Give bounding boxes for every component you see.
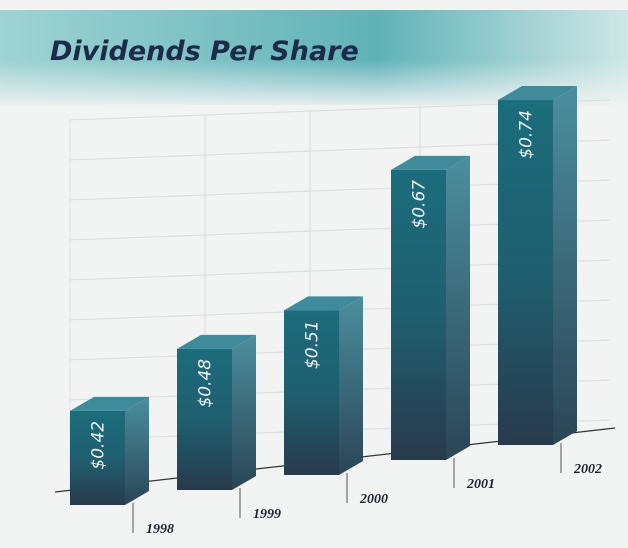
bar — [498, 100, 553, 445]
bar — [284, 310, 339, 475]
bar-side — [232, 334, 256, 490]
bar-side — [339, 296, 363, 475]
x-tick-label: 2001 — [466, 477, 495, 492]
x-tick-label: 1999 — [253, 507, 281, 522]
bar-top — [391, 155, 470, 170]
bar-side — [125, 396, 149, 505]
bar-side — [446, 155, 470, 461]
x-tick-label: 2000 — [359, 492, 388, 507]
value-label: $0.74 — [517, 110, 537, 159]
bar — [177, 348, 232, 490]
bar — [70, 410, 125, 505]
bar-top — [70, 396, 149, 411]
bar-side — [553, 86, 577, 445]
chart-title: Dividends Per Share — [50, 36, 359, 67]
bar-top — [177, 334, 256, 349]
x-tick-label: 1998 — [146, 522, 174, 537]
value-label: $0.67 — [410, 180, 430, 229]
bar-top — [284, 296, 363, 311]
value-label: $0.51 — [303, 320, 323, 369]
value-label: $0.48 — [196, 359, 216, 408]
x-tick-label: 2002 — [573, 462, 602, 477]
bar-top — [498, 86, 577, 101]
bar — [391, 169, 446, 461]
value-label: $0.42 — [89, 421, 109, 470]
